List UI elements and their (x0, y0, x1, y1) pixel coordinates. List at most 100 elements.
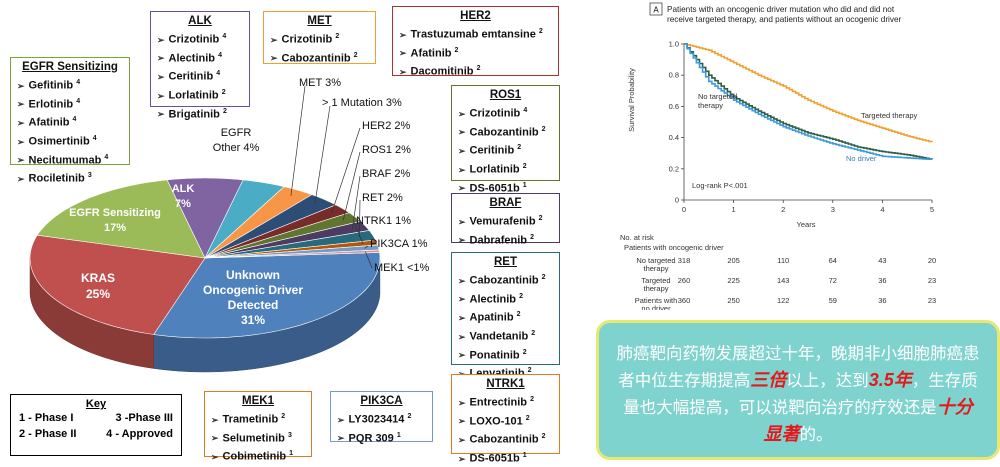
ret-drug-phase-5: 2 (527, 367, 532, 375)
mek1-drug-name-1: Selumetinib (222, 432, 288, 445)
alk-drug-name-0: Crizotinib (168, 33, 223, 46)
braf-drug-name-0: Vemurafenib (469, 215, 539, 228)
risk-group-title: Patients with oncogenic driver (624, 243, 724, 252)
pik3ca-box-title: PIK3CA (360, 395, 403, 407)
pie-slice-met (204, 186, 313, 259)
note-highlight-2: 3.5年 (868, 370, 912, 390)
survival-chart: A Patients with an oncogenic driver muta… (620, 2, 936, 310)
ntrk1-drug-name-3: DS-6051b (469, 452, 523, 465)
leader-braf (352, 175, 361, 229)
pie-label-braf: BRAF 2% (362, 168, 411, 180)
ros1-drug-name-3: Lorlatinib (469, 163, 523, 176)
pie-top-layer (29, 177, 381, 339)
her2-drug-phase-2: 2 (476, 65, 481, 73)
ros1-drug-phase-3: 2 (522, 162, 527, 170)
pie-label-kras-l2: 25% (85, 287, 111, 301)
egfr-drug-name-1: Erlotinib (28, 98, 77, 111)
pie-label-her2: HER2 2% (362, 120, 411, 132)
mek1-drug-name-2: Cobimetinib (222, 450, 290, 463)
risk-cell-2-2: 122 (777, 296, 790, 305)
km-xlabel: Years (797, 220, 816, 229)
pie-slice-egfr_other (204, 179, 285, 259)
pie-leader-lines (290, 85, 373, 269)
pie-label-ros1: ROS1 2% (362, 144, 411, 156)
egfr-drug-name-4: Necitumumab (28, 154, 105, 167)
summary-note: 肺癌靶向药物发展超过十年，晚期非小细胞肺癌患者中位生存期提高三倍以上，达到3.5… (596, 320, 1000, 460)
mek1-drug-box: MEK1Trametinib 2Selumetinib 3Cobimetinib… (204, 391, 312, 463)
her2-drug-1: Afatinib 2 (399, 43, 552, 62)
note-text-1: 肺癌靶向药物发展超过十年，晚期非小细胞肺癌患者中位生存期提高 (616, 345, 980, 390)
her2-box-title: HER2 (460, 10, 491, 22)
panel-letter-box (649, 2, 663, 16)
met-drug-name-0: Crizotinib (281, 33, 336, 46)
met-drug-phase-0: 2 (335, 33, 340, 40)
ros1-drug-name-1: Cabozantinib (469, 126, 542, 139)
pie-chart (29, 85, 381, 373)
pik3ca-drug-phase-1: 1 (396, 431, 401, 439)
km-xtick-5: 5 (930, 205, 934, 214)
mek1-drug-phase-1: 3 (287, 431, 292, 439)
leader-mek1 (365, 251, 373, 269)
ret-drug-4: Ponatinib 2 (458, 345, 553, 364)
pie-slice-her2 (204, 204, 351, 259)
braf-drug-box: BRAFVemurafenib 2Dabrafenib 2 (451, 193, 560, 247)
met-box-title: MET (307, 15, 332, 27)
km-label-no-driver: No driver (846, 154, 877, 163)
leader-mut (314, 105, 331, 205)
km-ytick-2: 0.4 (669, 133, 679, 142)
km-logrank: Log-rank P<.001 (692, 181, 748, 190)
ntrk1-drug-1: LOXO-101 2 (458, 411, 553, 430)
pie-label-egfr-other-l2: Other 4% (212, 142, 260, 154)
egfr-drug-phase-3: 4 (92, 134, 97, 142)
egfr-drug-phase-0: 4 (76, 79, 81, 86)
ret-drug-0: Cabozantinib 2 (458, 270, 553, 289)
pie-label-egfr-sens-l1: EGFR Sensitizing (69, 207, 161, 219)
risk-cell-1-3: 72 (829, 276, 837, 285)
egfr-drug-4: Necitumumab 4 (17, 150, 123, 169)
braf-drug-name-1: Dabrafenib (469, 234, 531, 247)
ntrk1-drug-name-1: LOXO-101 (469, 415, 526, 428)
ros1-drug-2: Ceritinib 2 (458, 140, 553, 159)
ret-drug-phase-3: 2 (531, 329, 536, 337)
pie-label-unknown-l1: Unknown (226, 268, 280, 282)
km-label-targeted: Targeted therapy (861, 111, 918, 120)
braf-drug-phase-0: 2 (538, 215, 543, 222)
km-xtick-1: 1 (732, 205, 736, 214)
ret-drug-name-2: Apatinib (469, 311, 517, 324)
pie-label-alk-l1: ALK (171, 183, 195, 195)
pie-slice-pik3ca (204, 244, 380, 259)
pie-label-unknown-l4: 31% (240, 313, 266, 327)
pik3ca-drug-1: PQR 309 1 (337, 428, 426, 447)
km-xtick-2: 2 (781, 205, 785, 214)
note-text-4: 的。 (799, 426, 833, 444)
risk-cell-0-1: 205 (727, 256, 740, 265)
alk-box-title: ALK (188, 15, 212, 27)
risk-cell-1-4: 36 (878, 276, 886, 285)
km-ytick-4: 0.8 (669, 71, 679, 80)
braf-drug-phase-1: 2 (530, 233, 534, 241)
egfr-drug-name-0: Gefitinib (28, 79, 77, 92)
pie-label-mek1: MEK1 <1% (374, 262, 430, 274)
key-item-phase1: 1 - Phase I (19, 412, 74, 424)
pie-label-ret: RET 2% (362, 192, 403, 204)
ntrk1-drug-2: Cabozantinib 2 (458, 429, 553, 448)
ros1-drug-box: ROS1Crizotinib 4Cabozantinib 2Ceritinib … (451, 85, 560, 194)
risk-cell-1-1: 225 (727, 276, 740, 285)
alk-drug-name-4: Brigatinib (168, 108, 223, 121)
pik3ca-drug-name-1: PQR 309 (348, 432, 397, 445)
ntrk1-drug-name-0: Entrectinib (469, 396, 531, 409)
egfr-drug-phase-4: 4 (104, 153, 109, 161)
ros1-drug-4: DS-6051b 1 (458, 178, 553, 197)
km-series-1 (684, 43, 933, 160)
egfr-drug-phase-2: 4 (72, 116, 77, 124)
km-ytick-0: 0 (675, 196, 679, 205)
km-title-line2: receive targeted therapy, and patients w… (667, 15, 902, 24)
pie-label-egfr-other: EGFR Other 4% (212, 126, 260, 156)
alk-drug-3: Lorlatinib 2 (157, 85, 243, 104)
ros1-drug-0: Crizotinib 4 (458, 103, 553, 122)
pie-label-alk-l2: 7% (175, 198, 191, 210)
ret-drug-1: Alectinib 2 (458, 289, 553, 308)
pik3ca-drug-box: PIK3CALY3023414 2PQR 309 1 (330, 391, 433, 444)
km-series-0 (684, 43, 933, 143)
